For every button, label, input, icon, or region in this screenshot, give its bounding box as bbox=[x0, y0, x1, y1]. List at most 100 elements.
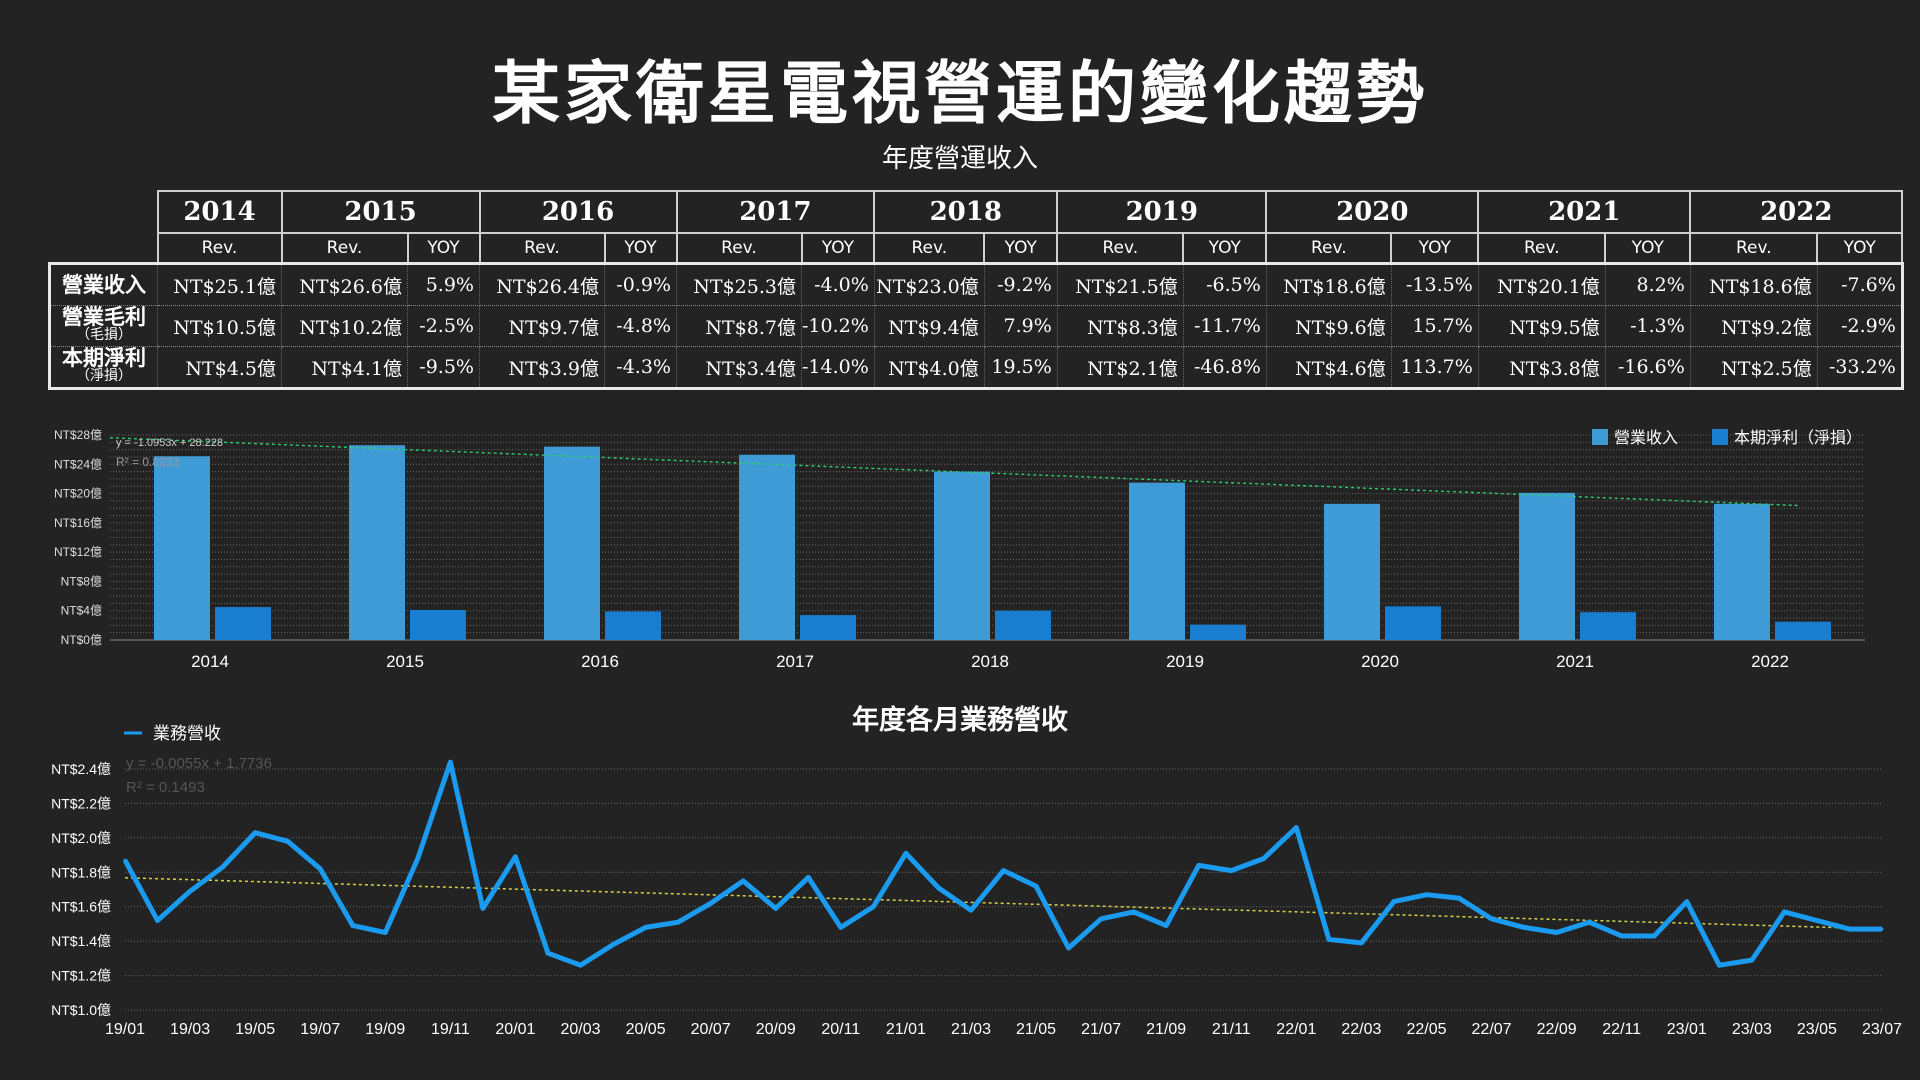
y-tick-label: NT$4億 bbox=[61, 604, 102, 618]
trendline-r2: R² = 0.1493 bbox=[126, 779, 205, 796]
data-point bbox=[1685, 900, 1689, 904]
line-chart-title: 年度各月業務營收 bbox=[852, 705, 1068, 735]
data-point bbox=[1359, 941, 1363, 945]
x-tick-label: 2021 bbox=[1556, 652, 1594, 671]
rev-cell: NT$4.6億 bbox=[1265, 346, 1392, 390]
y-tick-label: NT$2.2億 bbox=[51, 795, 111, 811]
bar-revenue bbox=[1714, 503, 1770, 640]
yoy-cell: -46.8% bbox=[1182, 346, 1267, 390]
x-tick-label: 21/09 bbox=[1146, 1021, 1186, 1038]
data-point bbox=[156, 918, 160, 922]
data-point bbox=[709, 901, 713, 905]
rev-cell: NT$10.5億 bbox=[157, 305, 282, 347]
x-tick-label: 21/07 bbox=[1081, 1021, 1121, 1038]
yoy-cell: 5.9% bbox=[407, 262, 480, 306]
x-tick-label: 20/09 bbox=[756, 1021, 796, 1038]
rev-header: Rev. bbox=[1689, 232, 1819, 265]
x-tick-label: 2014 bbox=[191, 652, 229, 671]
data-point bbox=[611, 943, 615, 947]
rev-cell: NT$9.5億 bbox=[1477, 305, 1606, 347]
yoy-cell: -9.2% bbox=[983, 262, 1058, 306]
rev-cell: NT$9.6億 bbox=[1265, 305, 1392, 347]
yoy-cell: 7.9% bbox=[983, 305, 1058, 347]
x-tick-label: 2019 bbox=[1166, 652, 1204, 671]
data-point bbox=[383, 931, 387, 935]
data-point bbox=[448, 760, 452, 764]
data-point bbox=[1034, 884, 1038, 888]
rev-header: Rev. bbox=[1477, 232, 1607, 265]
yoy-cell: -14.0% bbox=[801, 346, 875, 390]
data-point bbox=[1002, 869, 1005, 873]
rev-cell: NT$26.6億 bbox=[281, 262, 408, 306]
data-point bbox=[1327, 937, 1331, 941]
series-line-business-revenue bbox=[122, 759, 1882, 968]
x-tick-label: 2017 bbox=[776, 652, 814, 671]
yoy-cell: -2.9% bbox=[1816, 305, 1904, 347]
yoy-header: YOY bbox=[603, 232, 678, 265]
x-tick-label: 23/05 bbox=[1797, 1021, 1837, 1038]
data-point bbox=[1555, 931, 1559, 935]
data-point bbox=[221, 865, 225, 869]
bar-revenue bbox=[349, 445, 405, 640]
rev-header: Rev. bbox=[156, 232, 283, 265]
data-point bbox=[806, 875, 810, 879]
yoy-cell: 15.7% bbox=[1390, 305, 1479, 347]
data-point bbox=[1782, 910, 1786, 914]
rev-cell: NT$25.3億 bbox=[676, 262, 802, 306]
rev-cell: NT$20.1億 bbox=[1477, 262, 1606, 306]
x-tick-label: 21/05 bbox=[1016, 1021, 1056, 1038]
rev-header: Rev. bbox=[478, 232, 606, 265]
y-tick-label: NT$1.2億 bbox=[51, 968, 111, 984]
data-point bbox=[1197, 863, 1201, 867]
yoy-cell: -4.0% bbox=[801, 262, 875, 306]
bar-revenue bbox=[154, 456, 210, 640]
data-point bbox=[1750, 958, 1754, 962]
data-point bbox=[1392, 900, 1396, 904]
rev-header: Rev. bbox=[1056, 232, 1185, 265]
data-point bbox=[904, 851, 908, 855]
data-point bbox=[318, 867, 322, 871]
data-point bbox=[1815, 918, 1819, 922]
data-point bbox=[969, 908, 973, 912]
yoy-cell: -9.5% bbox=[407, 346, 480, 390]
table-corner bbox=[50, 191, 158, 233]
x-tick-label: 20/11 bbox=[821, 1021, 860, 1038]
data-point bbox=[1652, 934, 1656, 938]
yoy-cell: -13.5% bbox=[1390, 262, 1479, 306]
year-header: 2017 bbox=[675, 190, 876, 234]
yoy-cell: -7.6% bbox=[1816, 262, 1904, 306]
row-label: 本期淨利 （淨損） bbox=[48, 346, 158, 390]
data-point bbox=[351, 924, 355, 928]
yoy-cell: -10.2% bbox=[801, 305, 875, 347]
data-point bbox=[936, 886, 940, 890]
yoy-cell: 8.2% bbox=[1604, 262, 1691, 306]
year-header: 2014 bbox=[156, 190, 283, 234]
yoy-cell: -4.8% bbox=[604, 305, 677, 347]
rev-cell: NT$3.8億 bbox=[1477, 346, 1606, 390]
trendline-equation: y = -1.0953x + 28.228 bbox=[116, 437, 223, 449]
row-label: 營業毛利 （毛損） bbox=[48, 305, 158, 347]
yoy-header: YOY bbox=[800, 232, 876, 265]
rev-cell: NT$3.4億 bbox=[676, 346, 802, 390]
rev-cell: NT$10.2億 bbox=[281, 305, 408, 347]
y-tick-label: NT$16億 bbox=[54, 516, 102, 530]
rev-cell: NT$8.3億 bbox=[1056, 305, 1184, 347]
row-label-sub: （毛損） bbox=[76, 327, 132, 343]
year-header: 2015 bbox=[280, 190, 481, 234]
rev-cell: NT$3.9億 bbox=[479, 346, 605, 390]
y-tick-label: NT$1.6億 bbox=[51, 899, 111, 915]
y-tick-label: NT$12億 bbox=[54, 545, 102, 559]
data-point bbox=[1229, 869, 1233, 873]
bar-revenue bbox=[1324, 503, 1380, 640]
x-tick-label: 19/09 bbox=[365, 1021, 405, 1038]
y-tick-label: NT$1.4億 bbox=[51, 933, 111, 949]
x-tick-label: 22/09 bbox=[1537, 1021, 1577, 1038]
rev-cell: NT$9.4億 bbox=[873, 305, 985, 347]
yoy-header: YOY bbox=[1816, 232, 1904, 265]
row-label-main: 營業收入 bbox=[62, 272, 146, 297]
revenue-table: 2014 2015 2016 2017 2018 2019 2020 2021 2022 Rev.… bbox=[48, 190, 1904, 390]
monthly-line-chart: NT$1.0億 NT$1.2億 NT$1.4億 NT$1.6億 NT$1.8億 NT$2.… bbox=[51, 705, 1902, 1038]
year-header: 2021 bbox=[1477, 190, 1692, 234]
rev-cell: NT$2.1億 bbox=[1056, 346, 1184, 390]
yoy-cell: -1.3% bbox=[1604, 305, 1691, 347]
